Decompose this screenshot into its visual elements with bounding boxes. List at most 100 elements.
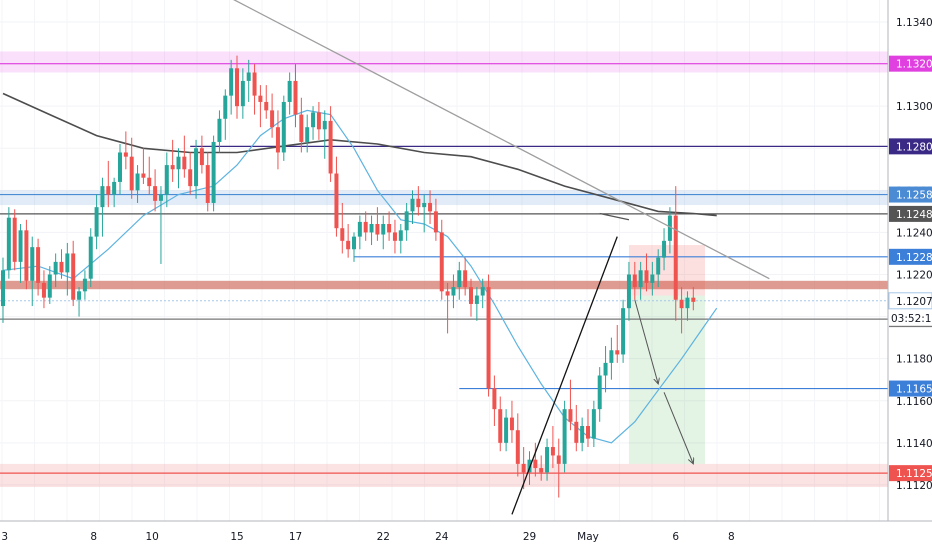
projection-arrow[interactable] xyxy=(634,299,658,384)
price-tick-label: 1.12200 xyxy=(896,270,932,282)
candle-body xyxy=(656,257,661,275)
price-label-box xyxy=(889,186,932,203)
price-label-box xyxy=(888,292,932,310)
price-tick-label: 1.11800 xyxy=(896,354,932,366)
price-tick-label: 1.11600 xyxy=(896,396,932,408)
candle-body xyxy=(153,186,158,201)
candle-body xyxy=(211,141,216,203)
candle-body xyxy=(586,426,590,439)
price-label-text: 1.12809 xyxy=(896,141,932,153)
price-tick-label: 1.11400 xyxy=(896,438,932,450)
candle-body xyxy=(176,156,181,170)
candle-body xyxy=(205,165,210,203)
candle-body xyxy=(199,148,204,166)
time-tick-label: 15 xyxy=(230,531,243,543)
candle-body xyxy=(498,409,503,443)
candle-body xyxy=(18,230,23,262)
candle-body xyxy=(71,253,76,300)
candle-body xyxy=(428,202,433,212)
time-tick-label: 24 xyxy=(435,531,449,543)
candle-body xyxy=(223,95,228,119)
candle-body xyxy=(106,186,111,195)
candle-body xyxy=(316,112,321,130)
resistance-zone xyxy=(0,280,888,290)
candle-body xyxy=(574,421,579,443)
candle-body xyxy=(679,299,684,309)
price-tick-label: 1.13000 xyxy=(896,101,932,113)
candle-body xyxy=(369,224,374,233)
candle-body xyxy=(580,426,585,443)
time-tick-label: 8 xyxy=(90,531,97,543)
candle-body xyxy=(352,236,356,250)
candle-body xyxy=(492,388,497,410)
candle-body xyxy=(328,120,333,174)
candle-body xyxy=(375,224,380,235)
candle-body xyxy=(404,211,409,231)
candle-body xyxy=(252,72,257,96)
candle-body xyxy=(398,230,403,241)
level-zone xyxy=(0,51,888,73)
candle-body xyxy=(82,278,87,292)
candle-body xyxy=(451,287,456,296)
candle-body xyxy=(24,230,29,281)
candle-body xyxy=(246,72,251,81)
price-tick-label: 1.13400 xyxy=(896,17,932,29)
candle-body xyxy=(469,287,473,304)
time-tick-label: 8 xyxy=(728,531,735,543)
candle-body xyxy=(457,270,462,288)
candle-body xyxy=(158,194,163,201)
candle-body xyxy=(667,215,672,241)
candle-body xyxy=(591,409,596,439)
countdown-box xyxy=(889,309,932,326)
trendline[interactable] xyxy=(228,0,770,280)
candle-body xyxy=(416,198,421,208)
candle-body xyxy=(615,350,620,355)
candle-body xyxy=(88,236,93,279)
candle-body xyxy=(422,202,427,208)
candle-body xyxy=(258,95,263,102)
candle-body xyxy=(626,274,631,309)
candle-body xyxy=(381,224,386,235)
candle-body xyxy=(685,297,690,309)
projection-arrow[interactable] xyxy=(663,392,693,464)
candle-body xyxy=(597,375,602,410)
candle-body xyxy=(691,297,696,302)
candle-body xyxy=(281,101,286,153)
candle-body xyxy=(504,417,509,443)
candle-body xyxy=(275,127,280,153)
candle-body xyxy=(433,211,438,233)
candle-body xyxy=(182,156,187,170)
price-label-box xyxy=(889,380,932,397)
candle-body xyxy=(287,80,292,102)
candle-body xyxy=(527,459,532,473)
candle-body xyxy=(322,120,327,130)
price-tick-label: 1.12400 xyxy=(896,227,932,239)
time-tick-label: 22 xyxy=(377,531,390,543)
candle-body xyxy=(346,240,351,250)
price-axis-background xyxy=(888,0,932,550)
candle-body xyxy=(65,253,70,273)
price-label-box xyxy=(889,138,932,155)
candle-body xyxy=(568,409,573,422)
candle-body xyxy=(609,350,614,363)
candle-body xyxy=(47,274,52,298)
price-label-text: 1.12284 xyxy=(896,252,932,264)
countdown-text: 03:52:19 xyxy=(891,313,932,325)
candle-body xyxy=(100,186,105,208)
trendline[interactable] xyxy=(599,212,630,221)
time-tick-label: 29 xyxy=(523,531,536,543)
price-label-box xyxy=(889,248,932,265)
price-label-text: 1.12488 xyxy=(896,209,932,221)
candle-body xyxy=(545,447,550,473)
candle-body xyxy=(392,232,397,241)
price-label-text: 1.13202 xyxy=(896,59,932,71)
candle-body xyxy=(363,221,368,233)
level-zone xyxy=(0,190,888,206)
time-tick-label: 6 xyxy=(672,531,679,543)
trendline[interactable] xyxy=(511,236,618,515)
candle-body xyxy=(334,173,339,229)
candle-body xyxy=(357,221,362,237)
price-label-text: 1.12075 xyxy=(896,296,932,308)
